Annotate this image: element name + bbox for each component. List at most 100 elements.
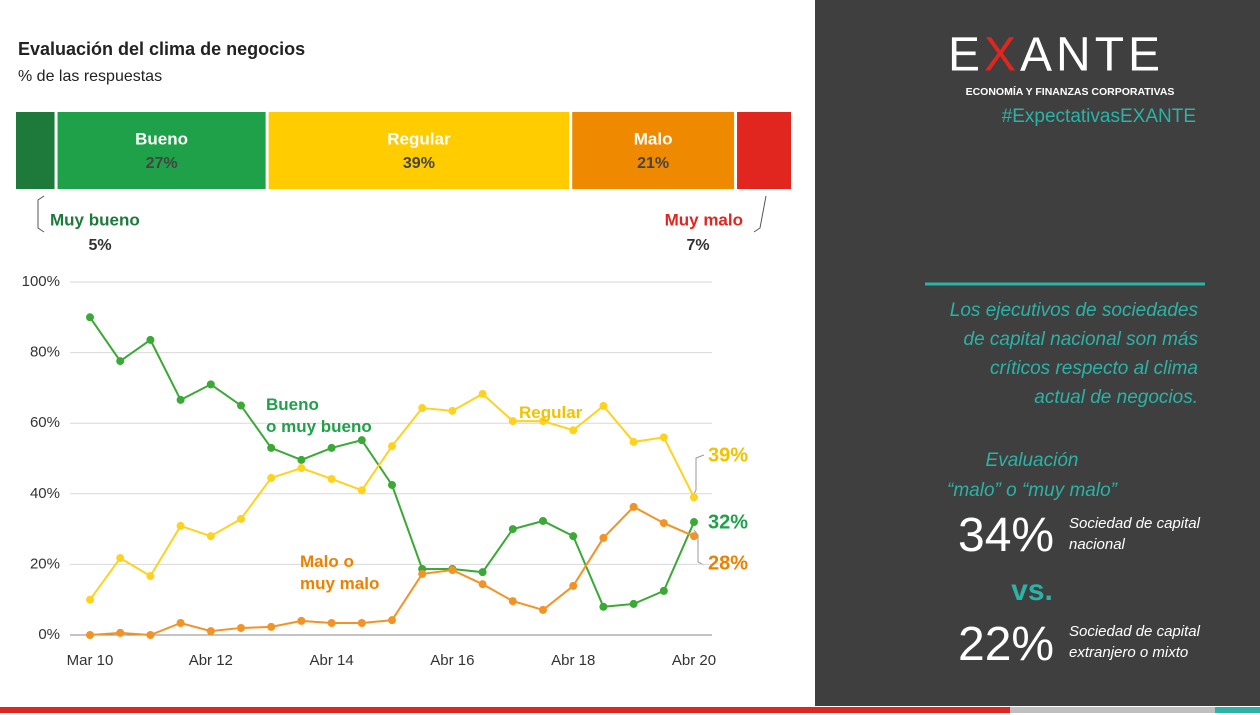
series-point: [297, 464, 306, 473]
y-tick-label: 100%: [22, 273, 60, 290]
comparison-value: 34%: [958, 509, 1055, 562]
segment-value: 39%: [403, 155, 435, 172]
eval-title: Evaluación “malo” o “muy malo”: [947, 450, 1117, 501]
series-point: [659, 433, 668, 442]
segment-value: 27%: [146, 155, 178, 172]
series-label: Regular: [519, 403, 583, 422]
series-point: [237, 623, 245, 632]
segment-name: Malo: [634, 129, 673, 148]
hashtag: #ExpectativasEXANTE: [1002, 106, 1196, 127]
logo-tagline: ECONOMÍA Y FINANZAS CORPORATIVAS: [966, 85, 1175, 98]
y-tick-label: 0%: [38, 626, 60, 643]
series-point: [478, 580, 487, 589]
series-point: [448, 566, 457, 575]
y-tick-label: 80%: [30, 344, 60, 361]
series-point: [176, 521, 185, 530]
bar-segment: [737, 112, 791, 189]
series-point: [629, 437, 638, 446]
series-point: [176, 618, 185, 627]
end-label: 39%: [708, 444, 748, 466]
y-tick-label: 40%: [30, 485, 60, 502]
series-point: [146, 631, 155, 639]
series-point: [267, 473, 276, 482]
series-point: [297, 455, 306, 464]
bar-segment: [57, 112, 266, 189]
series-point: [357, 618, 366, 627]
series-point: [478, 389, 487, 398]
series-point: [237, 514, 245, 523]
series-point: [569, 581, 578, 590]
segment-name: Regular: [387, 129, 451, 148]
segment-value: 5%: [88, 237, 111, 254]
segment-name: Muy malo: [665, 210, 743, 229]
series-point: [357, 486, 366, 495]
side-panel: [815, 0, 1260, 706]
x-tick-label: Abr 18: [551, 652, 595, 669]
series-point: [478, 568, 487, 577]
series-point: [418, 404, 427, 413]
end-label: 32%: [708, 511, 748, 533]
series-point: [206, 532, 215, 541]
subtitle: % de las respuestas: [18, 68, 162, 85]
series-point: [327, 618, 336, 627]
series-point: [448, 406, 457, 415]
logo: EXANTE: [948, 29, 1164, 82]
segment-name: Muy bueno: [50, 210, 140, 229]
series-point: [659, 519, 668, 528]
vs: vs.: [1011, 574, 1053, 607]
bar-segment: [16, 112, 55, 189]
series-line: [89, 316, 695, 608]
footer-stripe: [1010, 707, 1215, 713]
series-point: [388, 442, 396, 451]
segment-name: Bueno: [135, 129, 188, 148]
x-tick-label: Mar 10: [67, 652, 114, 669]
series-point: [206, 380, 215, 389]
y-tick-label: 60%: [30, 414, 60, 431]
bracket: [753, 195, 767, 233]
series-point: [176, 395, 185, 404]
series-point: [539, 417, 547, 426]
series-point: [569, 426, 578, 435]
series-point: [599, 401, 608, 410]
comparison-caption: Sociedad de capital nacional: [1069, 515, 1200, 553]
series-point: [599, 602, 608, 611]
series-point: [629, 599, 638, 608]
series-point: [508, 525, 517, 534]
series-label: Malo o muy malo: [300, 552, 380, 593]
series-point: [539, 516, 547, 525]
series-point: [599, 533, 608, 542]
bracket: [37, 195, 45, 233]
series-point: [116, 554, 125, 563]
series-point: [297, 616, 306, 625]
end-label: 28%: [708, 552, 748, 574]
series-line: [89, 392, 695, 601]
series-point: [690, 493, 698, 502]
footer-stripe: [1215, 707, 1260, 713]
series-point: [267, 622, 276, 631]
series-point: [327, 443, 336, 452]
series-point: [388, 480, 396, 489]
x-tick-label: Abr 14: [309, 652, 353, 669]
x-tick-label: Abr 20: [672, 652, 716, 669]
series-point: [86, 313, 94, 322]
series-point: [629, 502, 638, 511]
series-point: [539, 605, 547, 614]
series-point: [146, 335, 155, 344]
bar-segment: [572, 112, 735, 189]
bracket: [693, 454, 705, 566]
segment-value: 7%: [686, 237, 709, 254]
series-point: [86, 595, 94, 604]
series-point: [508, 597, 517, 606]
title: Evaluación del clima de negocios: [18, 39, 305, 59]
series-point: [146, 572, 155, 581]
series-point: [267, 443, 276, 452]
series-point: [569, 532, 578, 541]
series-point: [237, 401, 245, 410]
series-point: [690, 532, 698, 541]
comparison-caption: Sociedad de capital extranjero o mixto: [1069, 623, 1200, 661]
series-point: [418, 569, 427, 578]
series-point: [116, 357, 125, 366]
comparison-value: 22%: [958, 618, 1055, 671]
